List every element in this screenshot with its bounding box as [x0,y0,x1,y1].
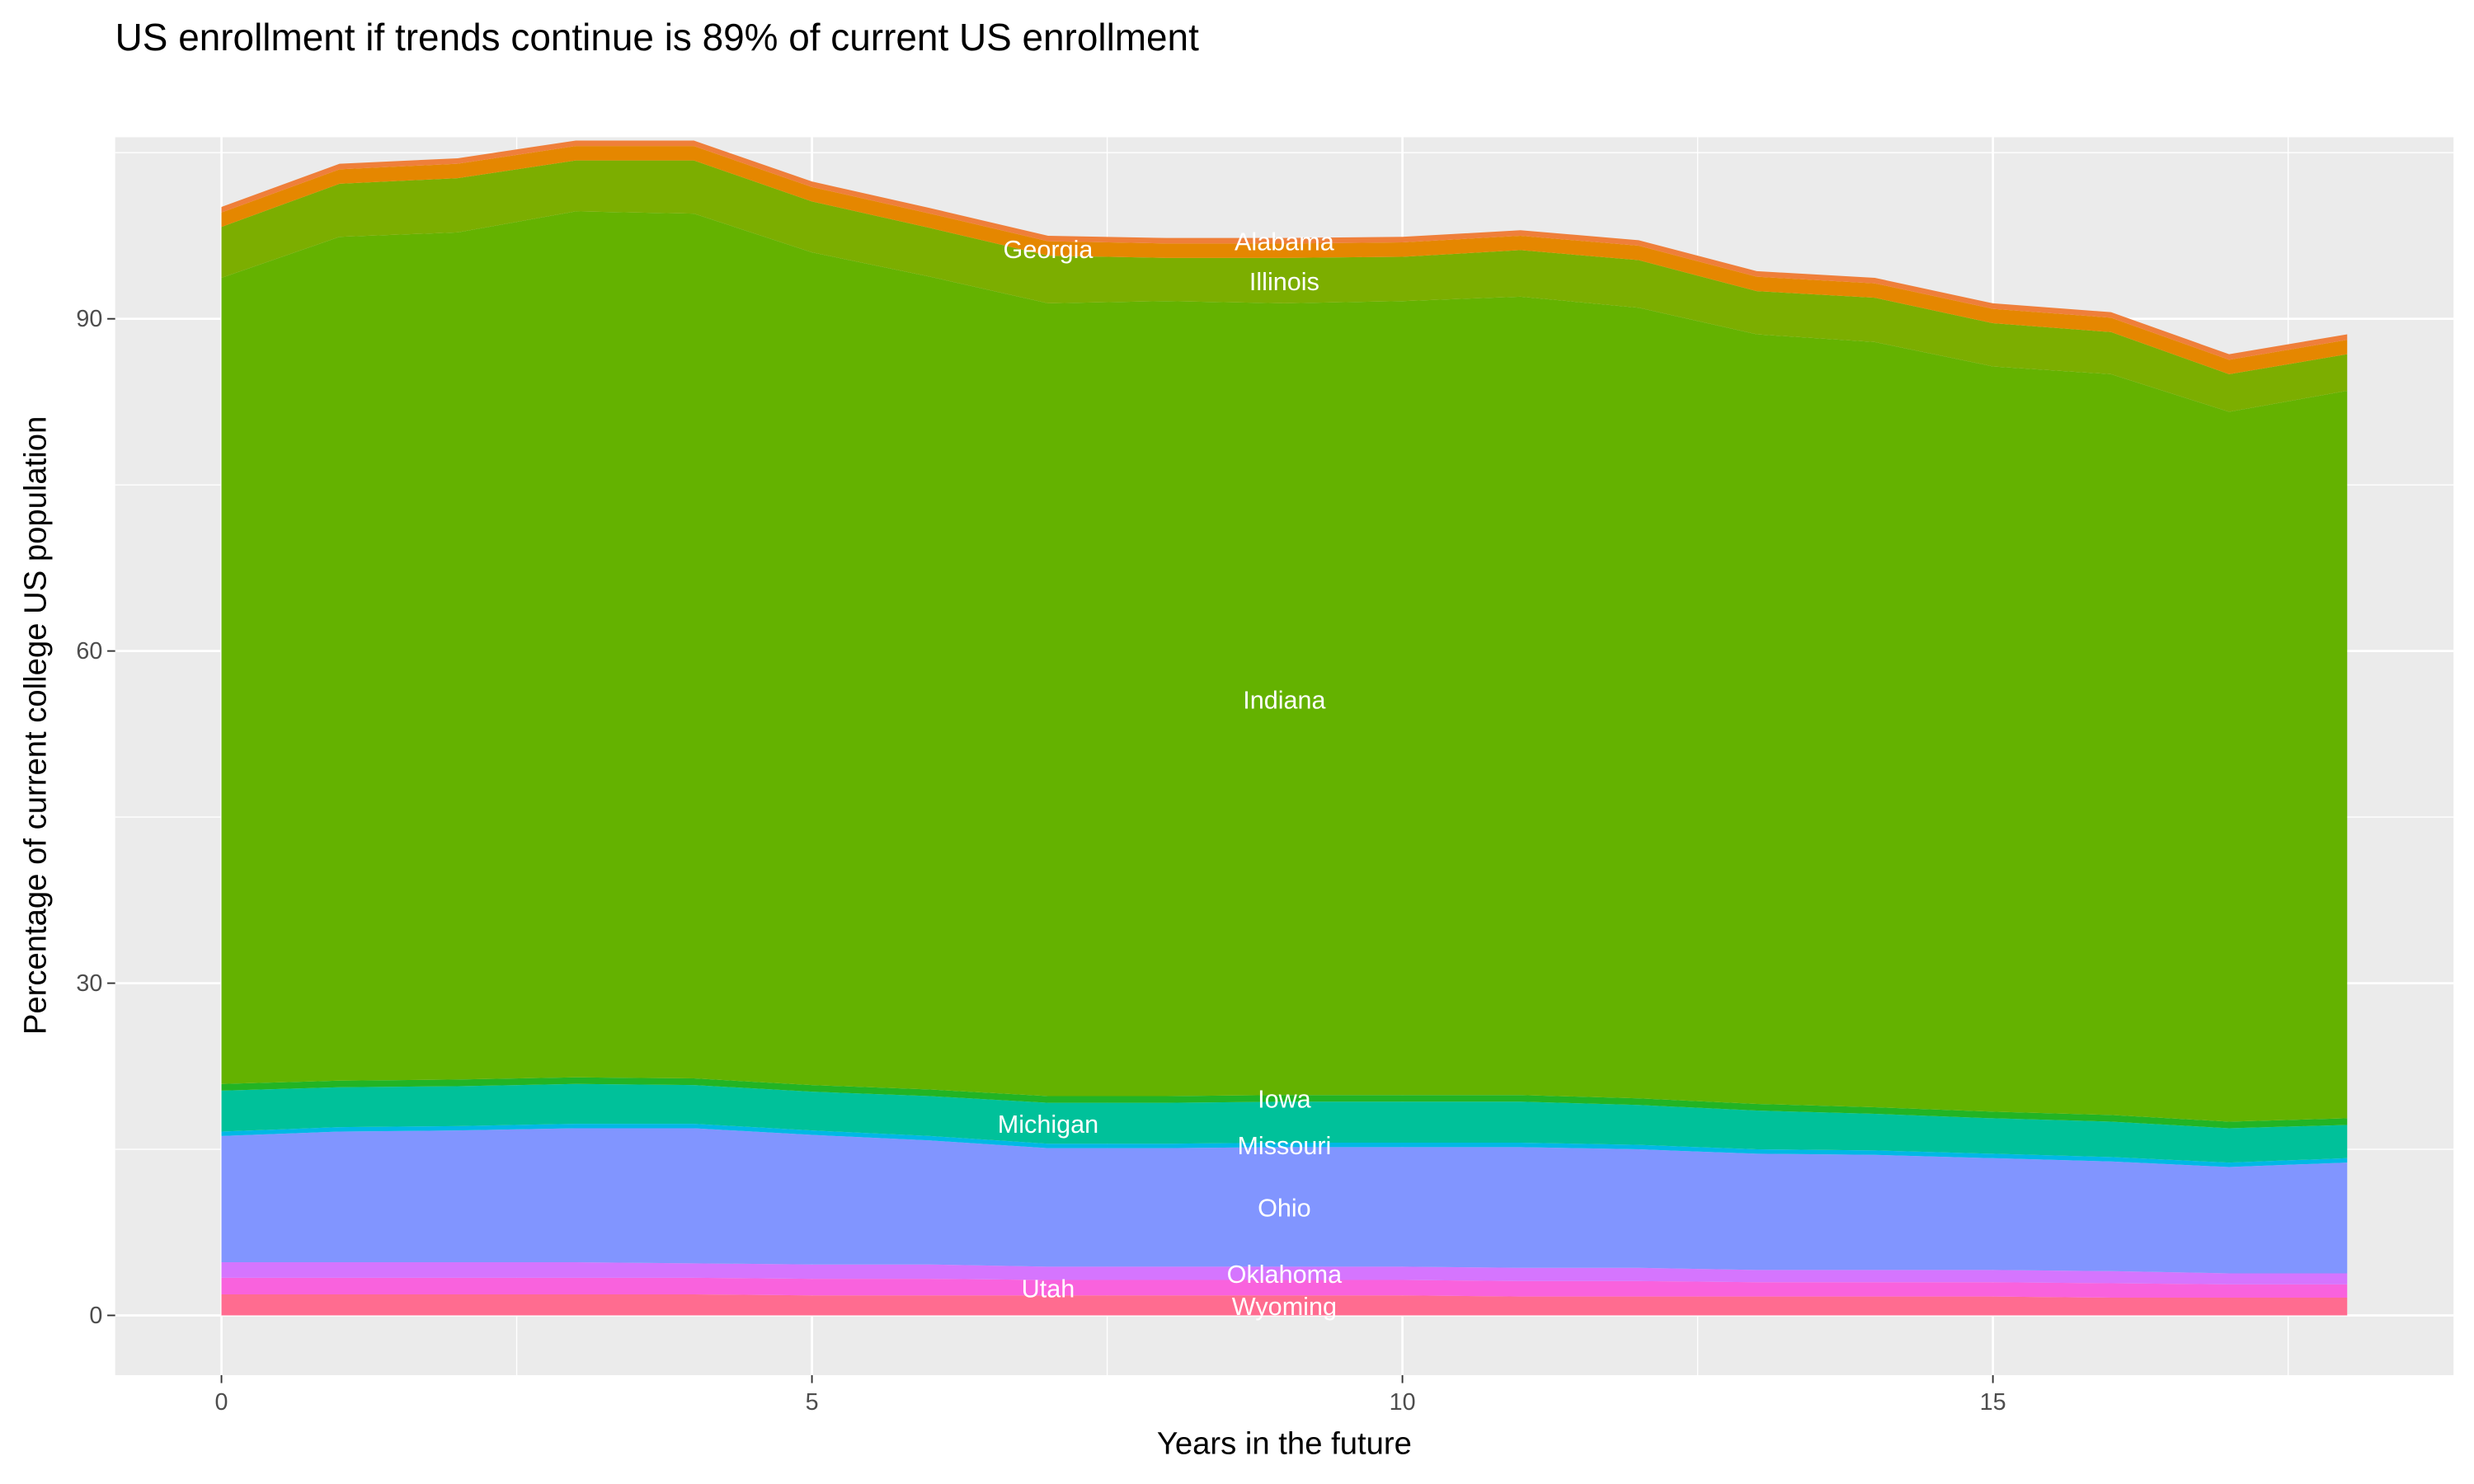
area-missouri [221,1124,2348,1167]
label-wyoming: Wyoming [1232,1293,1337,1321]
chart-title: US enrollment if trends continue is 89% … [115,16,1199,59]
label-illinois: Illinois [1249,268,1319,296]
area-wyoming [221,1294,2348,1316]
label-michigan: Michigan [998,1111,1098,1139]
area-ohio [221,1128,2348,1274]
label-ohio: Ohio [1258,1194,1311,1222]
y-tick-label: 30 [76,970,102,997]
label-georgia: Georgia [1004,236,1094,264]
y-tick-label: 90 [76,306,102,332]
area-indiana [221,211,2348,1122]
label-alabama: Alabama [1235,228,1335,256]
x-axis-title: Years in the future [1157,1426,1412,1462]
x-tick-label: 10 [1390,1389,1416,1416]
label-oklahoma: Oklahoma [1227,1261,1343,1289]
label-indiana: Indiana [1243,687,1326,715]
label-missouri: Missouri [1237,1132,1331,1160]
area-iowa [221,1077,2348,1129]
area-georgia [221,146,2348,374]
area-alabama [221,140,2348,360]
area-oklahoma [221,1262,2348,1284]
area-layers [221,140,2348,1316]
series-labels: Wyoming Utah Oklahoma Ohio Missouri Michigan I… [998,228,1343,1320]
y-tick-label: 60 [76,638,102,665]
y-axis-title: Percentage of current college US populat… [17,416,53,1036]
area-utah [221,1277,2348,1298]
area-michigan [221,1083,2348,1163]
x-tick-label: 5 [806,1389,819,1416]
x-tick-label: 15 [1980,1389,2006,1416]
x-tick-label: 0 [215,1389,228,1416]
label-iowa: Iowa [1258,1086,1312,1114]
label-utah: Utah [1022,1275,1075,1303]
y-tick-label: 0 [89,1303,102,1329]
area-illinois [221,160,2348,412]
axis-ticks: 0 5 10 15 0 30 60 90 [76,306,2006,1416]
